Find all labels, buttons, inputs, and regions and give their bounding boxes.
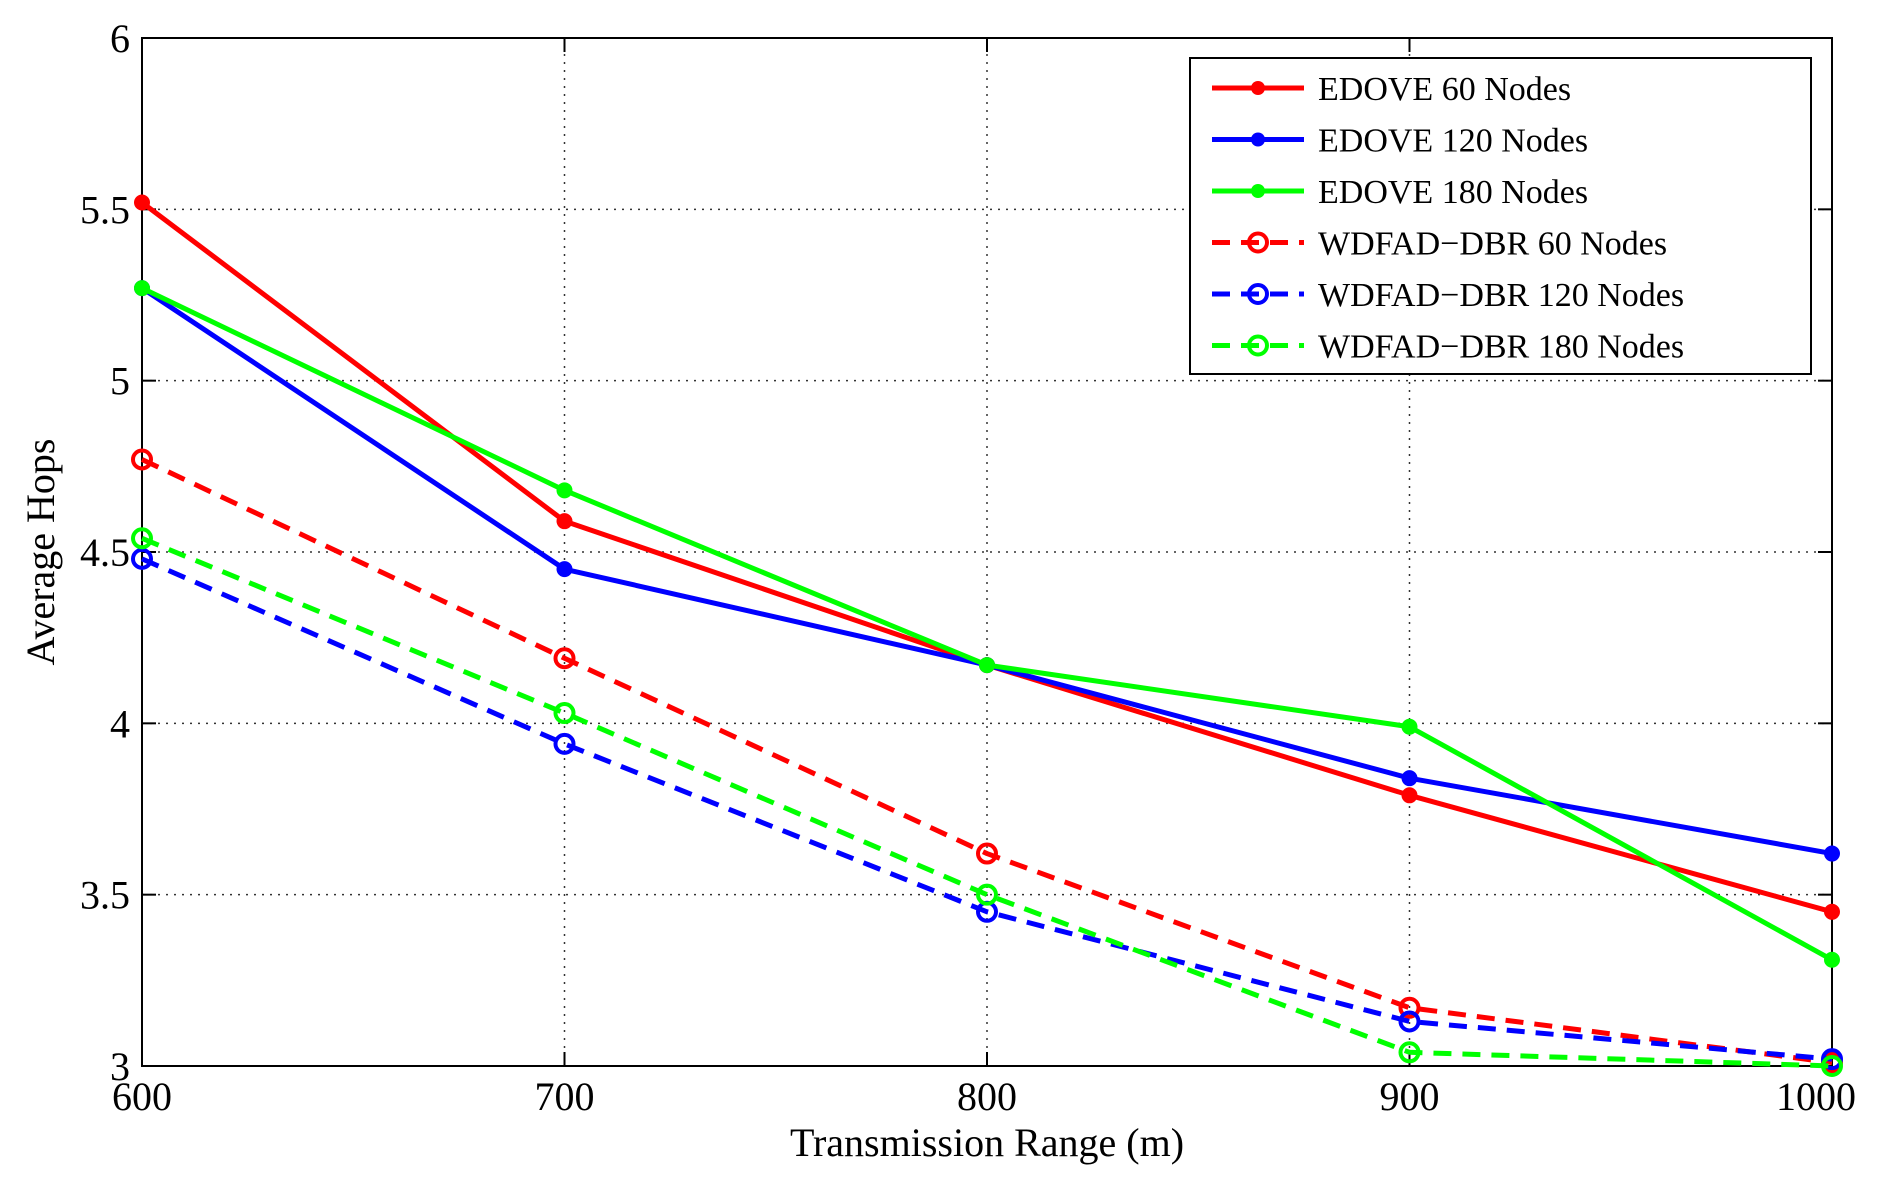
x-tick-label: 600 [112,1074,172,1119]
series-line [141,535,1833,1069]
data-point [1398,1041,1421,1064]
y-tick-label: 4 [110,701,130,746]
data-point [556,482,573,499]
legend-item-1: EDOVE 60 Nodes [1212,71,1571,108]
series-lines [131,194,1843,1077]
legend-marker [1251,81,1265,95]
legend-label: WDFAD−DBR 180 Nodes [1318,329,1684,366]
data-point [976,842,998,865]
y-tick-label: 4.5 [80,530,130,575]
legend-label: EDOVE 180 Nodes [1318,174,1588,211]
x-tick-label: 800 [957,1074,1017,1119]
legend-box [1189,57,1812,375]
legend-item-4: WDFAD−DBR 60 Nodes [1212,226,1667,263]
data-point [1821,1048,1843,1071]
data-point [976,883,998,906]
data-point [556,513,573,530]
x-axis-label: Transmission Range (m) [790,1120,1184,1165]
y-axis-label: Average Hops [18,439,63,666]
legend-marker [1251,184,1265,198]
legend-items: EDOVE 60 Nodes EDOVE 120 Nodes EDOVE 180 N… [1212,71,1684,366]
legend-item-3: EDOVE 180 Nodes [1212,174,1588,211]
data-point [131,527,153,550]
tick-labels: 600 700 800 900 1000 3 3.5 4 4.5 5 5.5 6 [80,16,1856,1119]
data-point [1824,903,1840,920]
legend: EDOVE 60 Nodes EDOVE 120 Nodes EDOVE 180 N… [1189,57,1812,375]
y-tick-label: 3.5 [80,873,130,918]
data-point [134,194,150,211]
data-point [1401,770,1418,787]
y-tick-label: 3 [110,1044,130,1089]
data-point [134,280,150,297]
legend-item-2: EDOVE 120 Nodes [1212,123,1588,160]
series-line [140,457,1833,1066]
legend-label: WDFAD−DBR 60 Nodes [1318,226,1667,263]
data-point [131,547,153,570]
y-tick-label: 6 [110,16,130,61]
data-point [553,702,576,725]
legend-item-6: WDFAD−DBR 180 Nodes [1212,329,1684,366]
data-point [1398,1010,1421,1033]
data-point [1398,996,1421,1019]
legend-marker [1247,334,1269,357]
data-point [1401,787,1418,804]
x-tick-label: 900 [1380,1074,1440,1119]
data-point [1824,951,1840,968]
legend-item-5: WDFAD−DBR 120 Nodes [1212,277,1684,314]
data-point [1401,718,1418,735]
data-point [553,732,576,755]
data-point [979,657,995,674]
x-tick-label: 700 [535,1074,595,1119]
grid-lines [142,38,1832,1066]
data-point [556,561,573,578]
data-point [553,647,576,670]
legend-marker [1247,231,1269,254]
series-line [140,556,1833,1062]
legend-marker [1247,283,1269,305]
legend-marker [1251,132,1265,147]
legend-label: WDFAD−DBR 120 Nodes [1318,277,1684,314]
series-3 [134,280,1840,968]
legend-label: EDOVE 60 Nodes [1318,71,1571,108]
series-5 [131,547,1843,1071]
data-point [1821,1055,1843,1077]
series-6 [131,527,1843,1077]
y-tick-label: 5 [110,359,130,404]
data-point [131,448,153,471]
y-tick-label: 5.5 [80,187,130,232]
legend-label: EDOVE 120 Nodes [1318,123,1588,160]
x-tick-label: 1000 [1776,1074,1856,1119]
data-point [1824,845,1840,862]
